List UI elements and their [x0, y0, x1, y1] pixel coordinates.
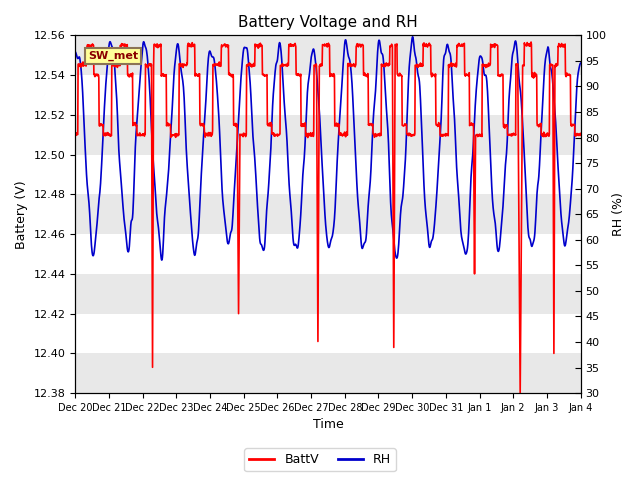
Text: SW_met: SW_met: [88, 50, 138, 61]
Legend: BattV, RH: BattV, RH: [244, 448, 396, 471]
Bar: [76, 75, 580, 115]
Bar: [76, 115, 580, 155]
Y-axis label: RH (%): RH (%): [612, 192, 625, 236]
Bar: [76, 274, 580, 313]
Y-axis label: Battery (V): Battery (V): [15, 180, 28, 249]
Bar: [76, 194, 580, 234]
Bar: [76, 234, 580, 274]
Bar: [76, 353, 580, 393]
X-axis label: Time: Time: [312, 419, 343, 432]
Bar: [76, 313, 580, 353]
Bar: [76, 155, 580, 194]
Bar: [76, 36, 580, 75]
Title: Battery Voltage and RH: Battery Voltage and RH: [238, 15, 418, 30]
